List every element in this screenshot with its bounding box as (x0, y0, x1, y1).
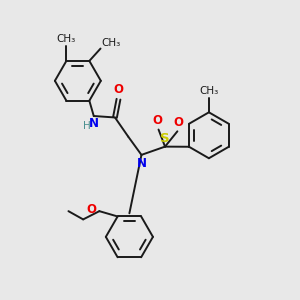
Text: H: H (83, 121, 91, 131)
Text: O: O (174, 116, 184, 129)
Text: CH₃: CH₃ (102, 38, 121, 48)
Text: N: N (89, 118, 99, 130)
Text: S: S (160, 132, 170, 145)
Text: CH₃: CH₃ (199, 86, 218, 96)
Text: O: O (152, 114, 162, 127)
Text: O: O (86, 203, 96, 216)
Text: CH₃: CH₃ (57, 34, 76, 44)
Text: O: O (114, 83, 124, 96)
Text: N: N (136, 157, 146, 169)
